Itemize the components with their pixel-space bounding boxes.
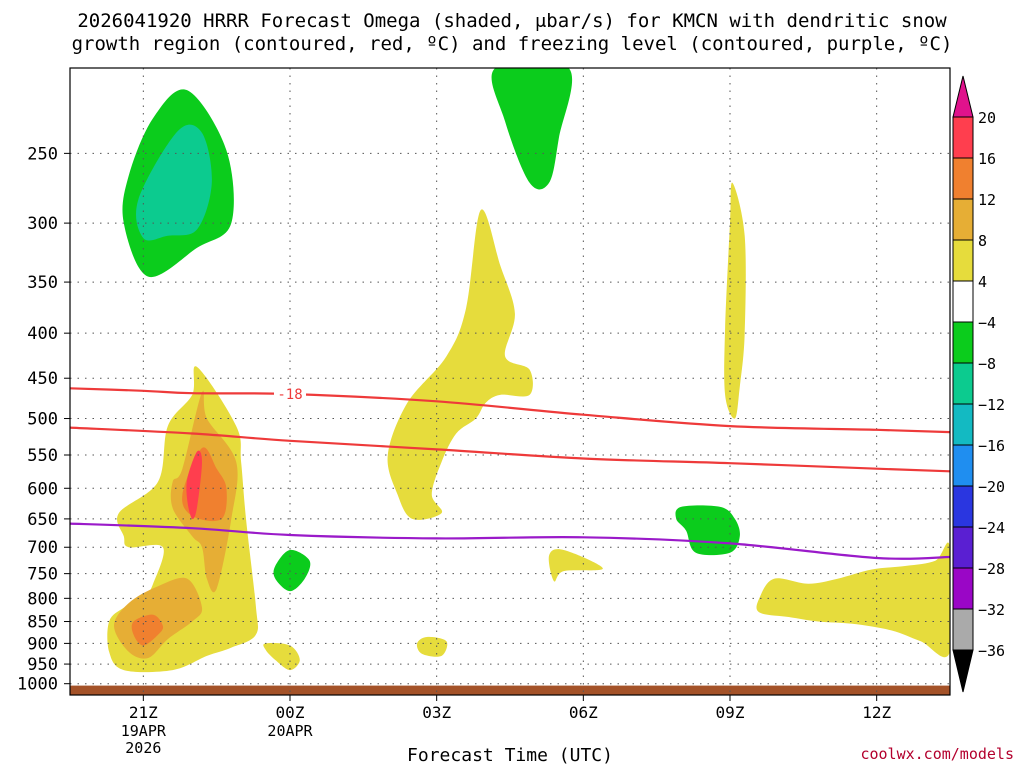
colorbar-bin--28to-24	[952, 526, 974, 569]
colorbar-bin--36to-32	[952, 608, 974, 651]
chart-title-line-2: growth region (contoured, red, ºC) and f…	[71, 33, 953, 55]
colorbar-bin-16to20	[952, 116, 974, 159]
y-tick-label-750: 750	[27, 565, 58, 585]
colorbar-under-triangle	[952, 649, 974, 693]
y-tick-label-300: 300	[27, 214, 58, 234]
omega-area-yellow-small-00z	[263, 643, 300, 671]
omega-area-yellow-small-05z	[548, 549, 603, 582]
contour-freezing-level	[70, 522, 950, 560]
y-tick-label-500: 500	[27, 410, 58, 430]
colorbar: 20 16 12 8 4 −4 −8 −12 −16 −20 −24 −28 −32 −36	[952, 75, 1005, 693]
omega-area-yellow-diagonal-band	[387, 209, 533, 520]
x-axis-title: Forecast Time (UTC)	[407, 745, 613, 766]
y-tick-label-1000: 1000	[17, 675, 58, 695]
colorbar-label--36: −36	[978, 642, 1005, 660]
colorbar-bin--8to-4	[952, 321, 974, 364]
x-tick-label-12Z: 12Z	[862, 703, 891, 722]
omega-area-green-top-center	[491, 68, 573, 190]
colorbar-label-16: 16	[978, 150, 996, 168]
x-tick-label-09Z: 09Z	[716, 703, 745, 722]
colorbar-label-4: 4	[978, 273, 987, 291]
contour-layer: -18	[70, 386, 950, 560]
terrain-fill	[70, 685, 950, 695]
x-tick-label-00Z: 00Z	[276, 703, 305, 722]
colorbar-bin--12to-8	[952, 362, 974, 405]
y-tick-label-550: 550	[27, 446, 58, 466]
colorbar-label--28: −28	[978, 560, 1005, 578]
credit-text: coolwx.com/models	[860, 745, 1014, 763]
omega-area-green-small-00z	[273, 549, 311, 592]
y-tick-label-600: 600	[27, 479, 58, 499]
y-axis: 2503003504004505005506006507007508008509…	[17, 144, 70, 695]
contour-label-dendritic-upper: -18	[277, 387, 302, 403]
colorbar-bin-8to12	[952, 198, 974, 241]
colorbar-label-8: 8	[978, 232, 987, 250]
colorbar-bin--4to4	[952, 280, 974, 323]
x-tick-sublabel-2026: 2026	[125, 739, 161, 757]
omega-area-deep-orange-lower	[131, 614, 164, 646]
colorbar-label--4: −4	[978, 314, 996, 332]
x-tick-sublabel-20APR: 20APR	[267, 722, 313, 740]
colorbar-label--32: −32	[978, 601, 1005, 619]
colorbar-label--12: −12	[978, 396, 1005, 414]
colorbar-bin--16to-12	[952, 403, 974, 446]
y-tick-label-400: 400	[27, 324, 58, 344]
y-tick-label-450: 450	[27, 369, 58, 389]
colorbar-label--16: −16	[978, 437, 1005, 455]
contour-dendritic-upper	[70, 387, 950, 434]
omega-area-yellow-small-03z	[416, 636, 448, 657]
colorbar-label-20: 20	[978, 109, 996, 127]
y-tick-label-350: 350	[27, 273, 58, 293]
contour-label-bg	[274, 386, 306, 402]
contour-dendritic-lower	[70, 426, 950, 473]
colorbar-bin--20to-16	[952, 444, 974, 487]
colorbar-bin--24to-20	[952, 485, 974, 528]
colorbar-bin--32to-28	[952, 567, 974, 610]
terrain-layer	[70, 685, 950, 695]
x-tick-label-21Z: 21Z	[129, 703, 158, 722]
colorbar-label--20: −20	[978, 478, 1005, 496]
omega-area-teal-upper-left	[136, 124, 212, 241]
colorbar-bin-12to16	[952, 157, 974, 200]
omega-area-yellow-right-lower	[756, 542, 950, 658]
y-tick-label-250: 250	[27, 144, 58, 164]
colorbar-label-12: 12	[978, 191, 996, 209]
colorbar-label--24: −24	[978, 519, 1005, 537]
omega-area-yellow-tall-09z	[724, 182, 746, 419]
colorbar-over-triangle	[952, 75, 974, 118]
y-tick-label-900: 900	[27, 634, 58, 654]
omega-shading-layer	[107, 68, 950, 673]
y-tick-label-650: 650	[27, 510, 58, 530]
y-tick-label-850: 850	[27, 613, 58, 633]
omega-area-red-core	[186, 450, 202, 520]
y-tick-label-950: 950	[27, 655, 58, 675]
x-tick-label-06Z: 06Z	[569, 703, 598, 722]
x-tick-sublabel-19APR: 19APR	[121, 722, 167, 740]
x-tick-label-03Z: 03Z	[422, 703, 451, 722]
chart-title-line-1: 2026041920 HRRR Forecast Omega (shaded, …	[77, 10, 947, 32]
colorbar-bin-4to8	[952, 239, 974, 282]
plot-frame	[69, 67, 951, 696]
y-tick-label-800: 800	[27, 589, 58, 609]
y-tick-label-700: 700	[27, 538, 58, 558]
colorbar-label--8: −8	[978, 355, 996, 373]
